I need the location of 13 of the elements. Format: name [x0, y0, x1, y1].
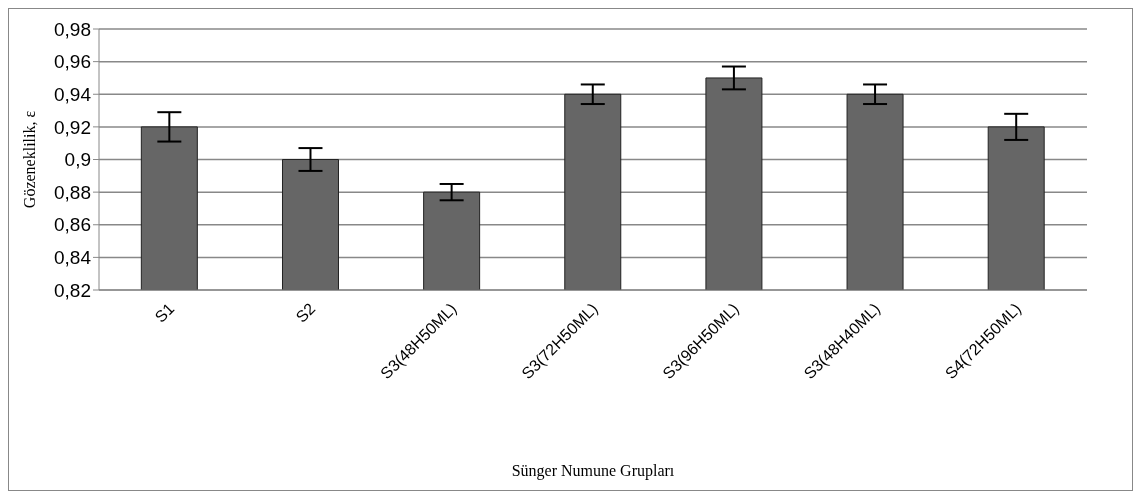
y-tick-label: 0,96 — [54, 51, 91, 73]
y-tick-label: 0,9 — [64, 149, 91, 171]
x-axis-title: Sünger Numune Grupları — [511, 462, 675, 480]
y-tick-label: 0,94 — [54, 84, 92, 105]
y-tick-label: 0,98 — [54, 18, 91, 40]
y-tick-label: 0,82 — [54, 279, 91, 301]
y-tick-label: 0,86 — [54, 214, 91, 236]
y-tick-label: 0,84 — [54, 247, 92, 269]
y-tick-label: 0,92 — [54, 116, 91, 138]
y-axis-title: Gözeneklilik, ε — [20, 110, 38, 209]
x-tick-label: S2 — [292, 299, 319, 326]
x-tick-label: S1 — [151, 299, 178, 326]
y-tick-label: 0,88 — [54, 181, 91, 203]
